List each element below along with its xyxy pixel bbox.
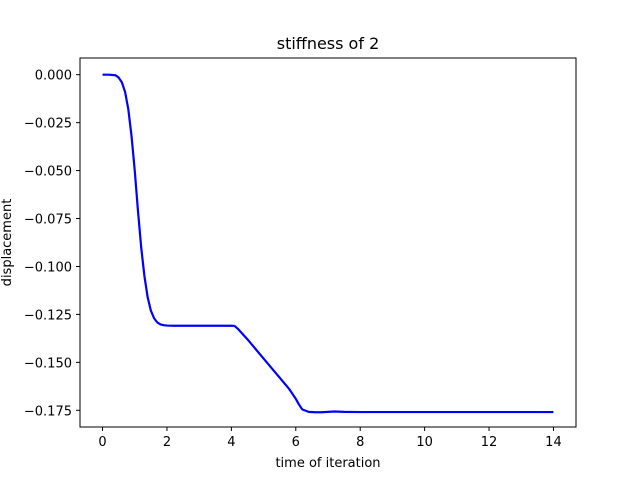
x-tick-label: 0	[98, 435, 106, 450]
plot-area	[80, 58, 576, 427]
x-tick-label: 2	[163, 435, 171, 450]
x-tick-label: 4	[227, 435, 235, 450]
y-tick-label: −0.150	[24, 356, 72, 371]
y-axis-ticks: 0.000 −0.025 −0.050 −0.075 −0.100 −0.125 −0.15…	[24, 69, 80, 419]
y-tick-label: −0.175	[24, 404, 72, 419]
x-tick-label: 12	[481, 435, 498, 450]
x-axis-ticks: 0 2 4 6 8 10 12 14	[98, 427, 562, 450]
y-tick-label: −0.025	[24, 117, 72, 132]
y-axis-label: displacement	[0, 199, 15, 287]
x-tick-label: 10	[416, 435, 433, 450]
y-tick-label: 0.000	[35, 69, 72, 84]
x-tick-label: 14	[545, 435, 562, 450]
x-tick-label: 8	[356, 435, 364, 450]
y-tick-label: −0.100	[24, 260, 72, 275]
plot-frame	[79, 57, 577, 428]
y-tick-label: −0.050	[24, 165, 72, 180]
chart-title: stiffness of 2	[277, 34, 380, 53]
x-axis-label: time of iteration	[275, 456, 380, 471]
y-tick-label: −0.125	[24, 308, 72, 323]
y-tick-label: −0.075	[24, 213, 72, 228]
x-tick-label: 6	[292, 435, 300, 450]
series-line	[102, 73, 554, 414]
